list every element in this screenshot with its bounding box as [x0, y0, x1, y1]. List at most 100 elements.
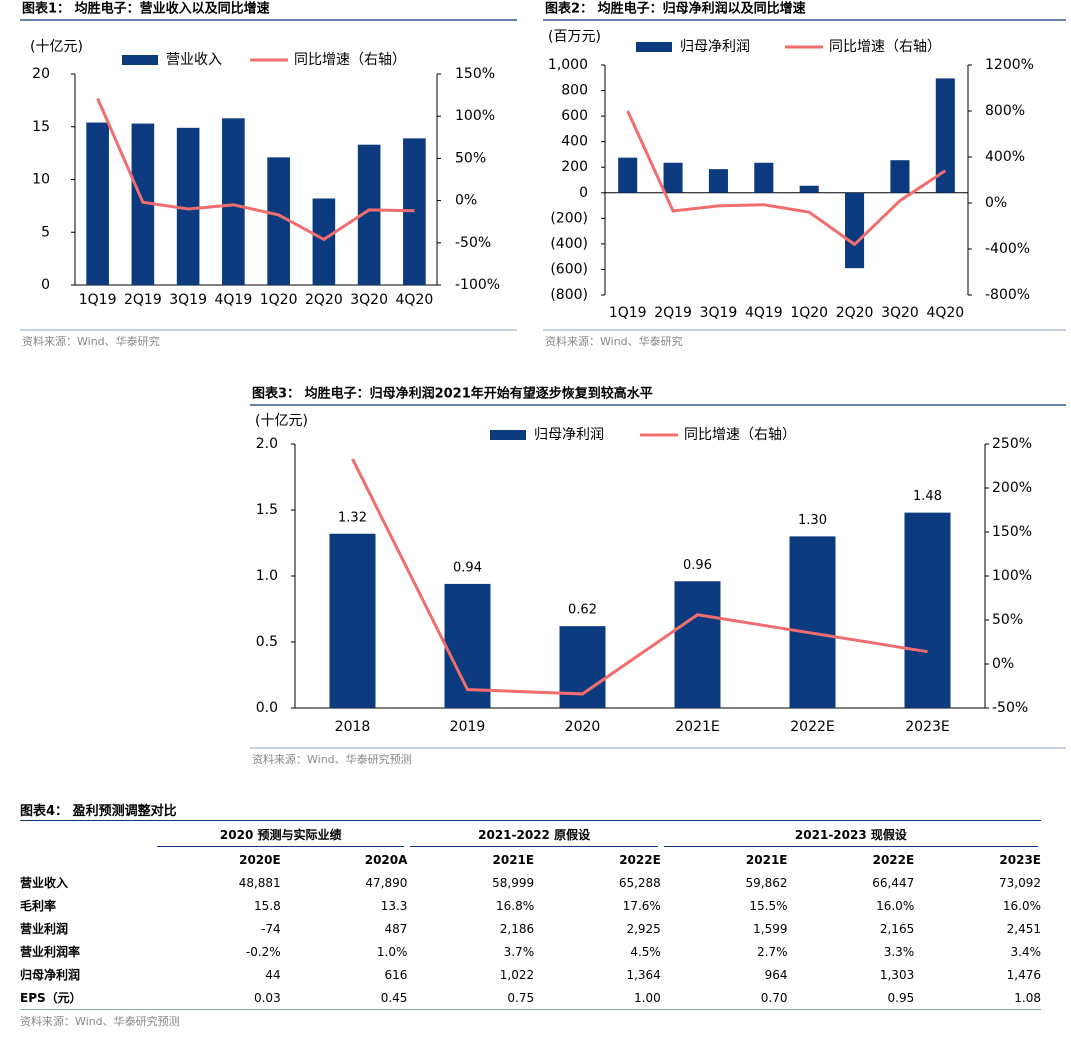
table: 2020 预测与实际业绩 2021-2022 原假设 2021-2023 现假设 20… [20, 825, 1041, 1010]
group-cell: 2020 预测与实际业绩 [154, 825, 407, 848]
group-label: 2021-2022 原假设 [410, 826, 658, 847]
bar [131, 123, 155, 286]
cell: 964 [764, 967, 788, 982]
table-source: 资料来源：Wind、华泰研究预测 [20, 1015, 180, 1028]
bar [357, 144, 381, 285]
y-tick-label: 200 [561, 159, 588, 175]
legend-label: 同比增速（右轴） [684, 427, 796, 443]
cell: 1,476 [1006, 967, 1041, 982]
y2-tick-label: 400% [985, 149, 1025, 165]
y-tick-label: 400 [561, 134, 588, 150]
y-tick-label: 1.5 [256, 502, 278, 518]
bar [674, 581, 721, 708]
cell: 48,881 [238, 875, 281, 890]
line [351, 458, 928, 696]
cell: 0.75 [407, 986, 535, 1010]
column-header: 2021E [492, 852, 535, 867]
x-tick-label: 3Q20 [350, 292, 388, 308]
bar [176, 127, 200, 286]
x-tick-label: 2020 [565, 719, 601, 735]
source: 资料来源：Wind、华泰研究预测 [252, 752, 412, 766]
cell: -74 [261, 921, 281, 936]
y2-tick-label: 0% [985, 195, 1007, 211]
row-label: 毛利率 [20, 899, 57, 913]
cell: 73,092 [999, 875, 1041, 890]
bar [403, 138, 426, 285]
bar [904, 512, 951, 708]
y2-tick-label: 150% [455, 66, 495, 82]
y-tick-label: 800 [561, 83, 588, 99]
y-tick-label: 10 [32, 172, 50, 188]
y-axis-label: (十亿元) [30, 39, 83, 55]
bar [845, 192, 865, 269]
group-row: 2020 预测与实际业绩 2021-2022 原假设 2021-2023 现假设 [20, 825, 1041, 848]
legend-label: 营业收入 [166, 52, 222, 68]
bar [789, 536, 836, 708]
column-header: 2022E [872, 852, 915, 867]
y-tick-label: 1.0 [256, 568, 278, 584]
x-tick-label: 3Q20 [881, 305, 919, 321]
table-row: 营业收入 48,881 47,890 58,999 65,288 59,862 66,447… [20, 871, 1041, 894]
y-tick-label: (200) [550, 210, 588, 226]
legend-label: 同比增速（右轴） [294, 52, 406, 68]
table-row: 毛利率 15.8 13.3 16.8% 17.6% 15.5% 16.0% 16.0% [20, 894, 1041, 917]
y-axis-label: (十亿元) [255, 413, 308, 429]
y2-tick-label: -800% [985, 287, 1030, 303]
row-label: 营业利润 [20, 922, 69, 936]
x-tick-label: 2023E [905, 719, 949, 735]
column-header: 2020E [239, 852, 281, 867]
column-header: 2023E [999, 852, 1041, 867]
column-header: 2020A [364, 852, 408, 867]
cell: 16.0% [1002, 898, 1041, 913]
x-tick-label: 2019 [450, 719, 486, 735]
y2-tick-label: 100% [992, 568, 1032, 584]
cell: 47,890 [365, 875, 408, 890]
y-tick-label: 20 [32, 66, 50, 82]
y-tick-label: 0.5 [256, 634, 278, 650]
bar [799, 185, 819, 193]
cell: 2,451 [1006, 921, 1041, 936]
y-axis-label: (百万元) [548, 29, 601, 45]
x-tick-label: 4Q19 [745, 305, 783, 321]
legend-swatch [636, 42, 672, 52]
row-label: 营业收入 [20, 876, 69, 890]
legend-label: 同比增速（右轴） [829, 39, 941, 55]
cell: 1,364 [626, 967, 661, 982]
cell: 616 [384, 967, 408, 982]
cell: 1,599 [753, 921, 788, 936]
column-header: 2022E [619, 852, 661, 867]
line [96, 97, 415, 242]
cell: 15.5% [749, 898, 788, 913]
y2-tick-label: -100% [455, 277, 500, 293]
cell: 2,925 [626, 921, 661, 936]
table-row: 营业利润率 -0.2% 1.0% 3.7% 4.5% 2.7% 3.3% 3.4% [20, 940, 1041, 963]
cell: 4.5% [630, 944, 661, 959]
cell: 2,165 [879, 921, 915, 936]
y-tick-label: (600) [550, 261, 588, 277]
bar [267, 157, 290, 285]
cell: 13.3 [380, 898, 408, 913]
cell: 16.8% [495, 898, 535, 913]
cell: 2.7% [757, 944, 788, 959]
x-tick-label: 1Q20 [260, 292, 298, 308]
row-label: 归母净利润 [20, 968, 81, 982]
cell: 2,186 [499, 921, 535, 936]
cell [20, 848, 154, 871]
y2-tick-label: -50% [992, 700, 1028, 716]
value-label: 0.94 [453, 560, 482, 575]
bar [708, 169, 728, 193]
source: 资料来源：Wind、华泰研究 [22, 334, 160, 348]
table-block: 图表4： 盈利预测调整对比 2020 预测与实际业绩 2021-2022 原假设 2… [20, 800, 1041, 1029]
cell: 3.4% [1010, 944, 1042, 959]
table-row: 归母净利润 44 616 1,022 1,364 964 1,303 1,476 [20, 963, 1041, 986]
bar [86, 122, 109, 285]
bar [663, 162, 683, 193]
x-tick-label: 4Q20 [926, 305, 964, 321]
bar [935, 78, 955, 193]
y2-tick-label: 150% [992, 524, 1032, 540]
table-row: EPS（元） 0.03 0.45 0.75 1.00 0.70 0.95 1.08 [20, 986, 1041, 1010]
x-tick-label: 3Q19 [700, 305, 738, 321]
y-tick-label: (800) [550, 287, 588, 303]
x-tick-label: 4Q20 [396, 292, 434, 308]
cell: 16.0% [876, 898, 915, 913]
